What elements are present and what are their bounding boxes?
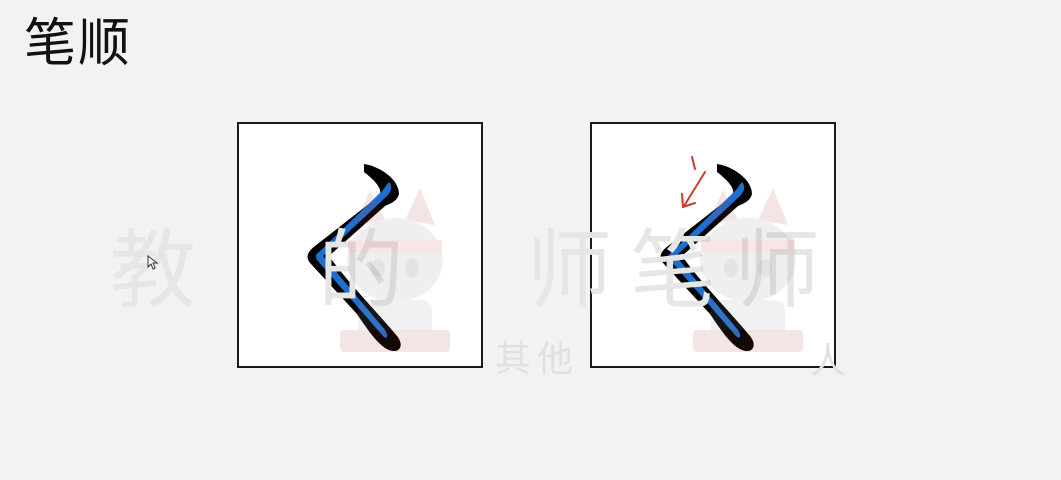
stroke-direction-arrow-icon: [681, 156, 706, 209]
stroke-pie-glyph: [307, 164, 401, 352]
stroke-outline: [307, 164, 401, 352]
stroke-fill: [668, 182, 745, 338]
stroke-fill: [315, 182, 392, 338]
stroke-outline: [660, 164, 754, 352]
watermark-subtext: 其他: [495, 339, 580, 380]
mouse-pointer-icon: [147, 255, 159, 270]
stroke-pie-glyph-with-arrow: [660, 156, 754, 352]
page-title: 笔顺: [24, 14, 133, 74]
stroke-panel-right: [590, 122, 836, 368]
stroke-panel-left: [237, 122, 483, 368]
